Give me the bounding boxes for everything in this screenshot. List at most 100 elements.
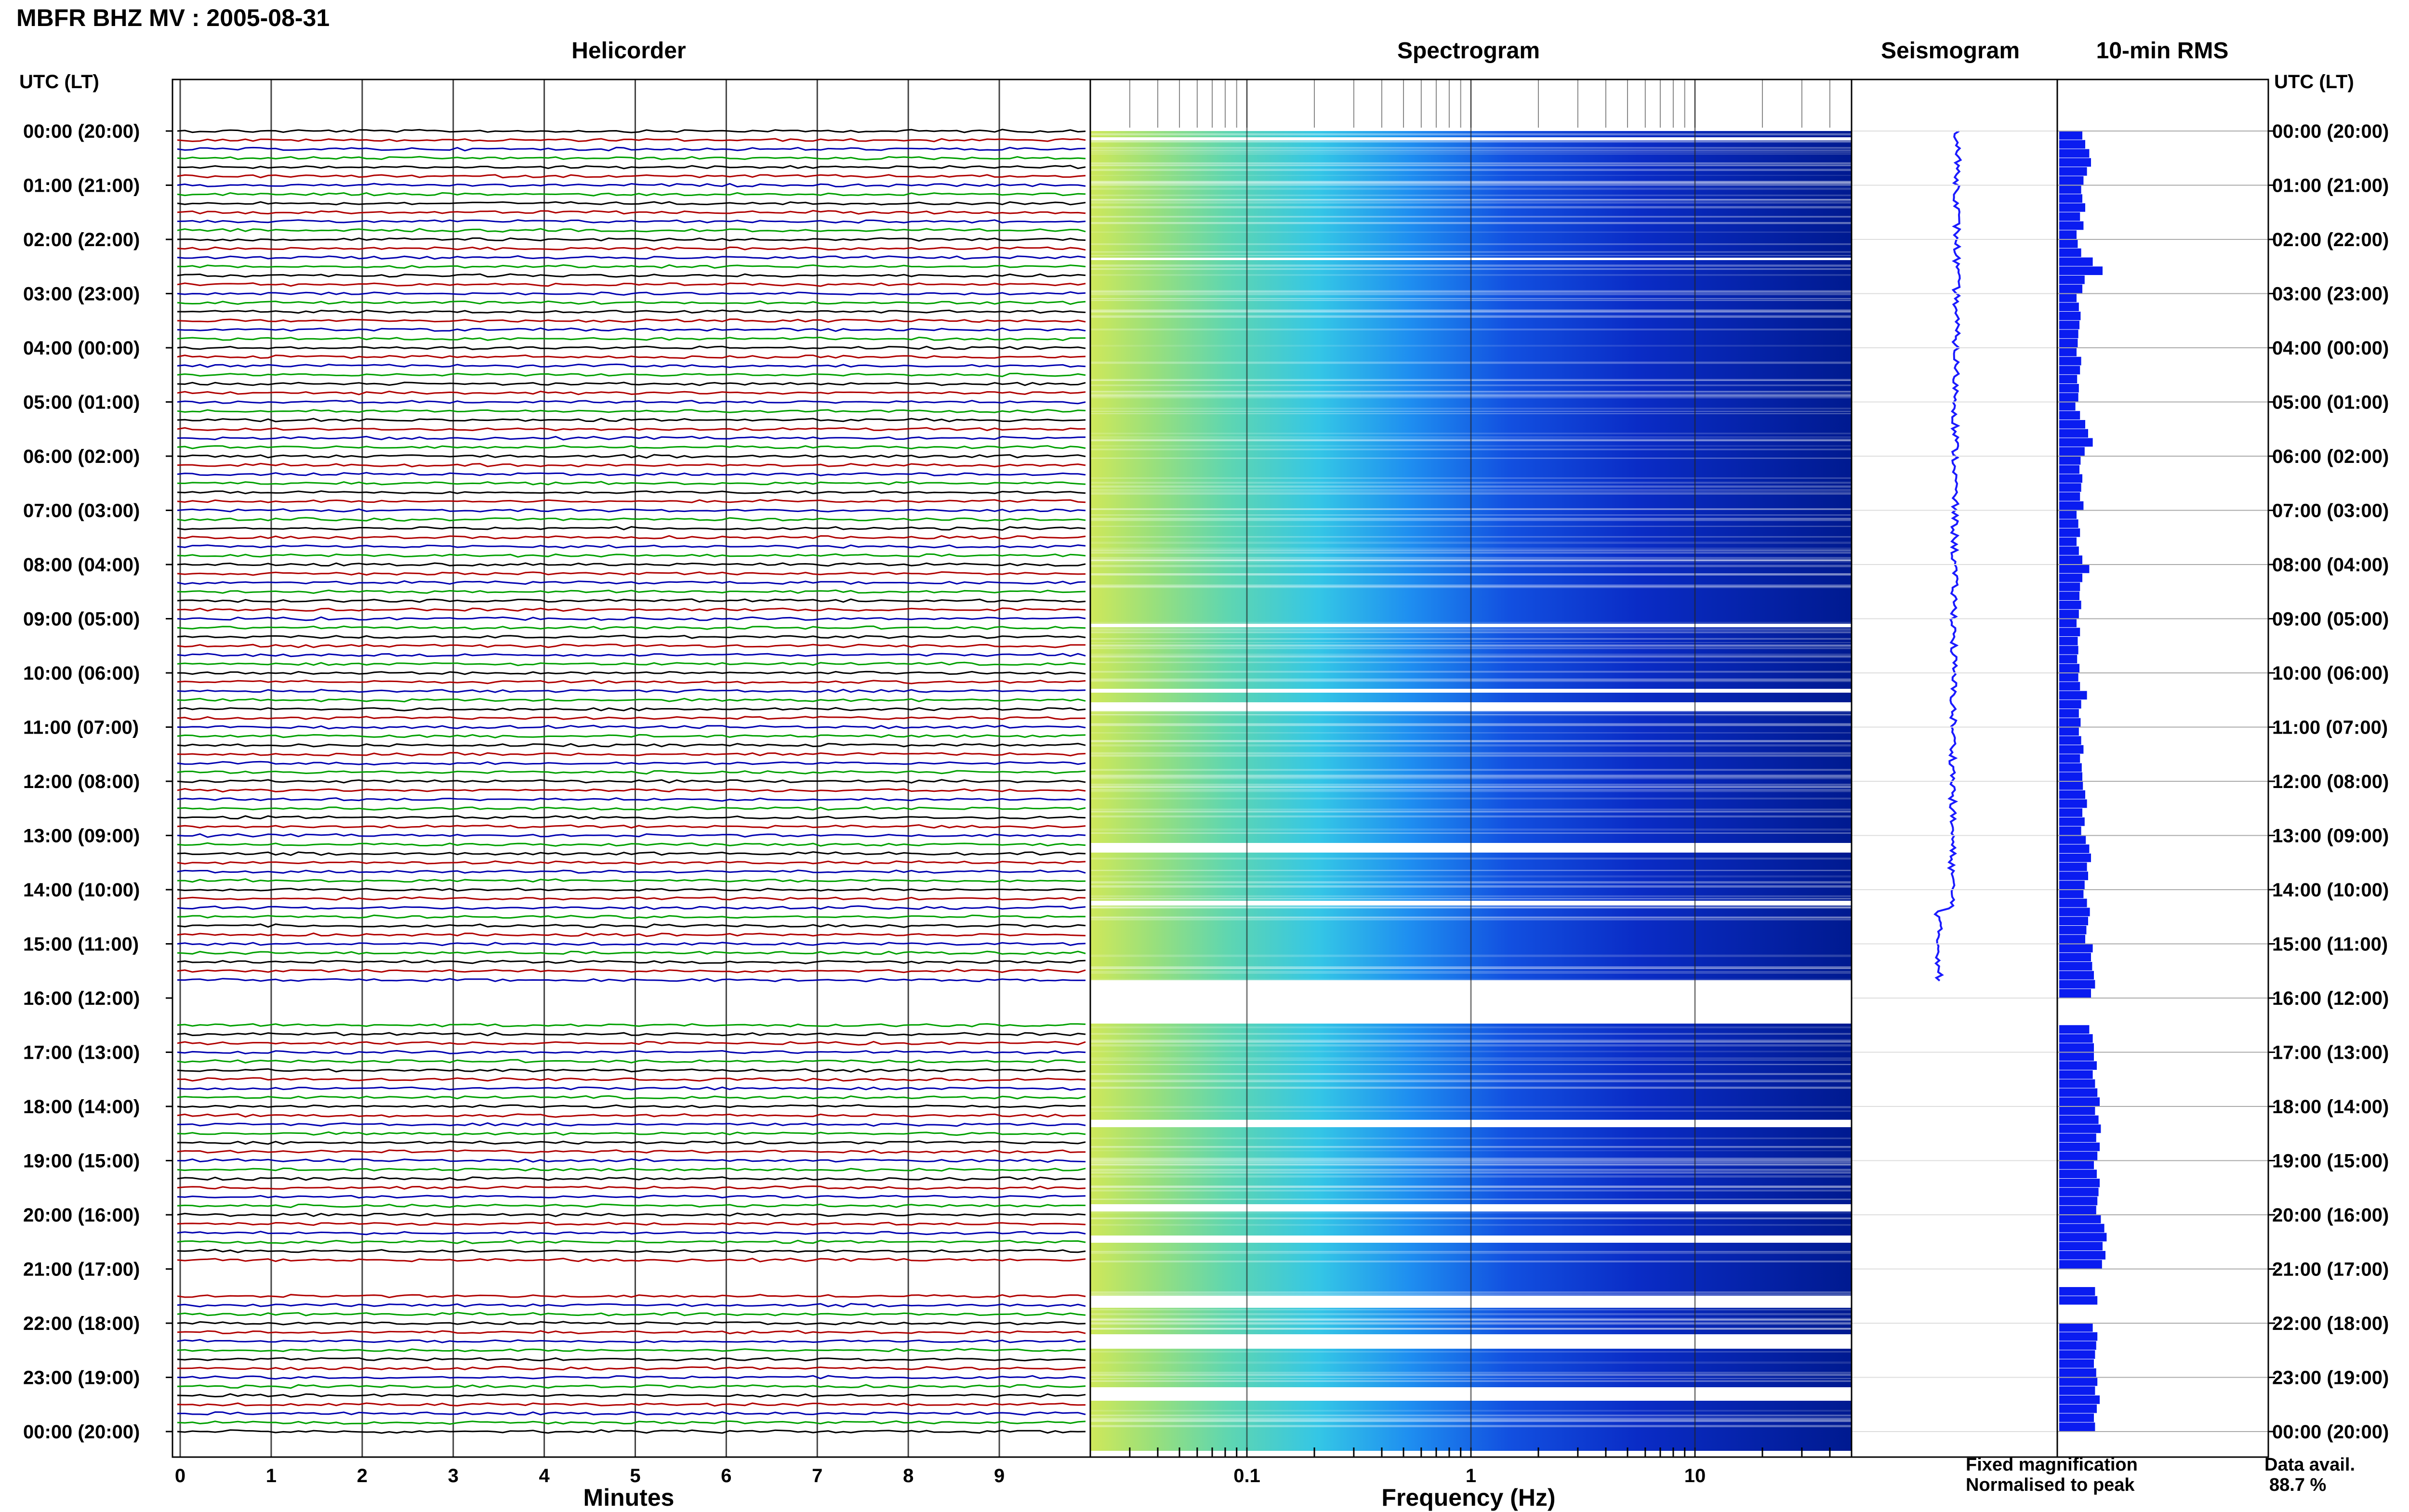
helicorder-x-tick: 9: [994, 1465, 1005, 1486]
helicorder-trace: [177, 1329, 1086, 1335]
rms-bar: [2059, 239, 2078, 248]
helicorder-x-tick: 8: [903, 1465, 913, 1486]
helicorder-trace: [177, 1032, 1086, 1037]
rms-bar: [2059, 645, 2078, 655]
helicorder-trace: [177, 138, 1086, 143]
rms-bar: [2059, 438, 2093, 447]
helicorder-trace: [177, 454, 1086, 459]
rms-bar: [2059, 799, 2087, 808]
rms-bar: [2059, 447, 2085, 456]
helicorder-trace: [177, 183, 1086, 188]
helicorder-trace: [177, 363, 1086, 368]
rms-bar: [2059, 1151, 2098, 1160]
rms-bar: [2059, 1196, 2098, 1206]
rms-bar: [2059, 1143, 2100, 1151]
rms-bar: [2059, 257, 2093, 266]
helicorder-trace: [177, 878, 1086, 883]
helicorder-trace: [177, 1321, 1086, 1326]
helicorder-trace: [177, 165, 1086, 170]
right-time-label: 03:00 (23:00): [2272, 284, 2389, 305]
helicorder-trace: [177, 905, 1086, 910]
left-time-label: 00:00 (20:00): [23, 1421, 140, 1443]
rms-bar: [2059, 826, 2081, 835]
right-time-label: 10:00 (06:00): [2272, 663, 2389, 684]
helicorder-x-tick: 5: [630, 1465, 640, 1486]
rms-bar: [2059, 628, 2080, 636]
spectrogram-x-tick: 1: [1466, 1465, 1476, 1486]
right-time-label: 06:00 (02:00): [2272, 446, 2389, 467]
rms-bar: [2059, 519, 2078, 528]
helicorder-trace: [177, 273, 1086, 278]
helicorder-trace: [177, 788, 1086, 793]
rms-bar: [2059, 1061, 2097, 1070]
helicorder-x-tick: 7: [812, 1465, 822, 1486]
helicorder-trace: [177, 1023, 1086, 1027]
helicorder-trace: [177, 228, 1086, 233]
rms-bar: [2059, 212, 2080, 221]
left-time-label: 06:00 (02:00): [23, 446, 140, 467]
rms-bar: [2059, 384, 2079, 393]
left-time-label: 09:00 (05:00): [23, 609, 140, 630]
helicorder-trace: [177, 625, 1086, 630]
right-time-label: 22:00 (18:00): [2272, 1313, 2389, 1334]
rms-bar: [2059, 320, 2079, 329]
helicorder-trace: [177, 481, 1086, 486]
rms-bar: [2059, 582, 2080, 592]
right-time-label: 19:00 (15:00): [2272, 1151, 2389, 1172]
rms-bar: [2059, 375, 2078, 383]
rms-bar: [2059, 1287, 2095, 1296]
right-time-label: 14:00 (10:00): [2272, 880, 2389, 901]
helicorder-trace: [177, 671, 1086, 675]
right-time-label: 11:00 (07:00): [2272, 717, 2388, 738]
helicorder-trace: [177, 1086, 1086, 1091]
helicorder-trace: [177, 499, 1086, 503]
helicorder-trace: [177, 688, 1086, 693]
helicorder-trace: [177, 1420, 1086, 1425]
helicorder-trace: [177, 1095, 1086, 1100]
rms-bar: [2059, 736, 2081, 745]
rms-bar: [2059, 808, 2082, 817]
rms-bar: [2059, 1242, 2103, 1250]
rms-bar: [2059, 854, 2091, 862]
station-title: MBFR BHZ MV : 2005-08-31: [16, 4, 330, 31]
right-time-label: 16:00 (12:00): [2272, 988, 2389, 1009]
helicorder-trace: [177, 589, 1086, 594]
helicorder-trace: [177, 815, 1086, 820]
helicorder-trace: [177, 1113, 1086, 1118]
rms-bar: [2059, 1097, 2100, 1106]
left-time-label: 21:00 (17:00): [23, 1259, 140, 1280]
helicorder-trace: [177, 887, 1086, 892]
helicorder-trace: [177, 1366, 1086, 1371]
rms-bar: [2059, 555, 2082, 564]
helicorder-trace: [177, 1411, 1086, 1416]
right-time-label: 13:00 (09:00): [2272, 826, 2389, 847]
rms-bar: [2059, 890, 2084, 898]
rms-bar: [2059, 601, 2081, 609]
rms-bar: [2059, 763, 2082, 772]
rms-bar: [2059, 230, 2077, 239]
helicorder-trace: [177, 1185, 1086, 1190]
helicorder-trace: [177, 508, 1086, 513]
right-time-label: 21:00 (17:00): [2272, 1259, 2389, 1280]
left-time-label: 18:00 (14:00): [23, 1096, 140, 1118]
helicorder-trace: [177, 680, 1086, 684]
helicorder-trace: [177, 942, 1086, 947]
helicorder-trace: [177, 842, 1086, 847]
left-time-label: 05:00 (01:00): [23, 392, 140, 413]
helicorder-trace: [177, 571, 1086, 576]
availability-value: 88.7 %: [2269, 1475, 2327, 1495]
left-time-label: 17:00 (13:00): [23, 1042, 140, 1064]
helicorder-trace: [177, 1212, 1086, 1217]
rms-bar: [2059, 266, 2103, 275]
helicorder-trace: [177, 418, 1086, 422]
rms-bar: [2059, 1368, 2096, 1377]
helicorder-trace: [177, 246, 1086, 251]
availability-label: Data avail.: [2264, 1455, 2355, 1475]
helicorder-trace: [177, 1040, 1086, 1046]
rms-bar: [2059, 402, 2076, 411]
helicorder-trace: [177, 661, 1086, 667]
helicorder-trace: [177, 1384, 1086, 1389]
helicorder-trace: [177, 797, 1086, 802]
rms-bar: [2059, 1043, 2094, 1052]
